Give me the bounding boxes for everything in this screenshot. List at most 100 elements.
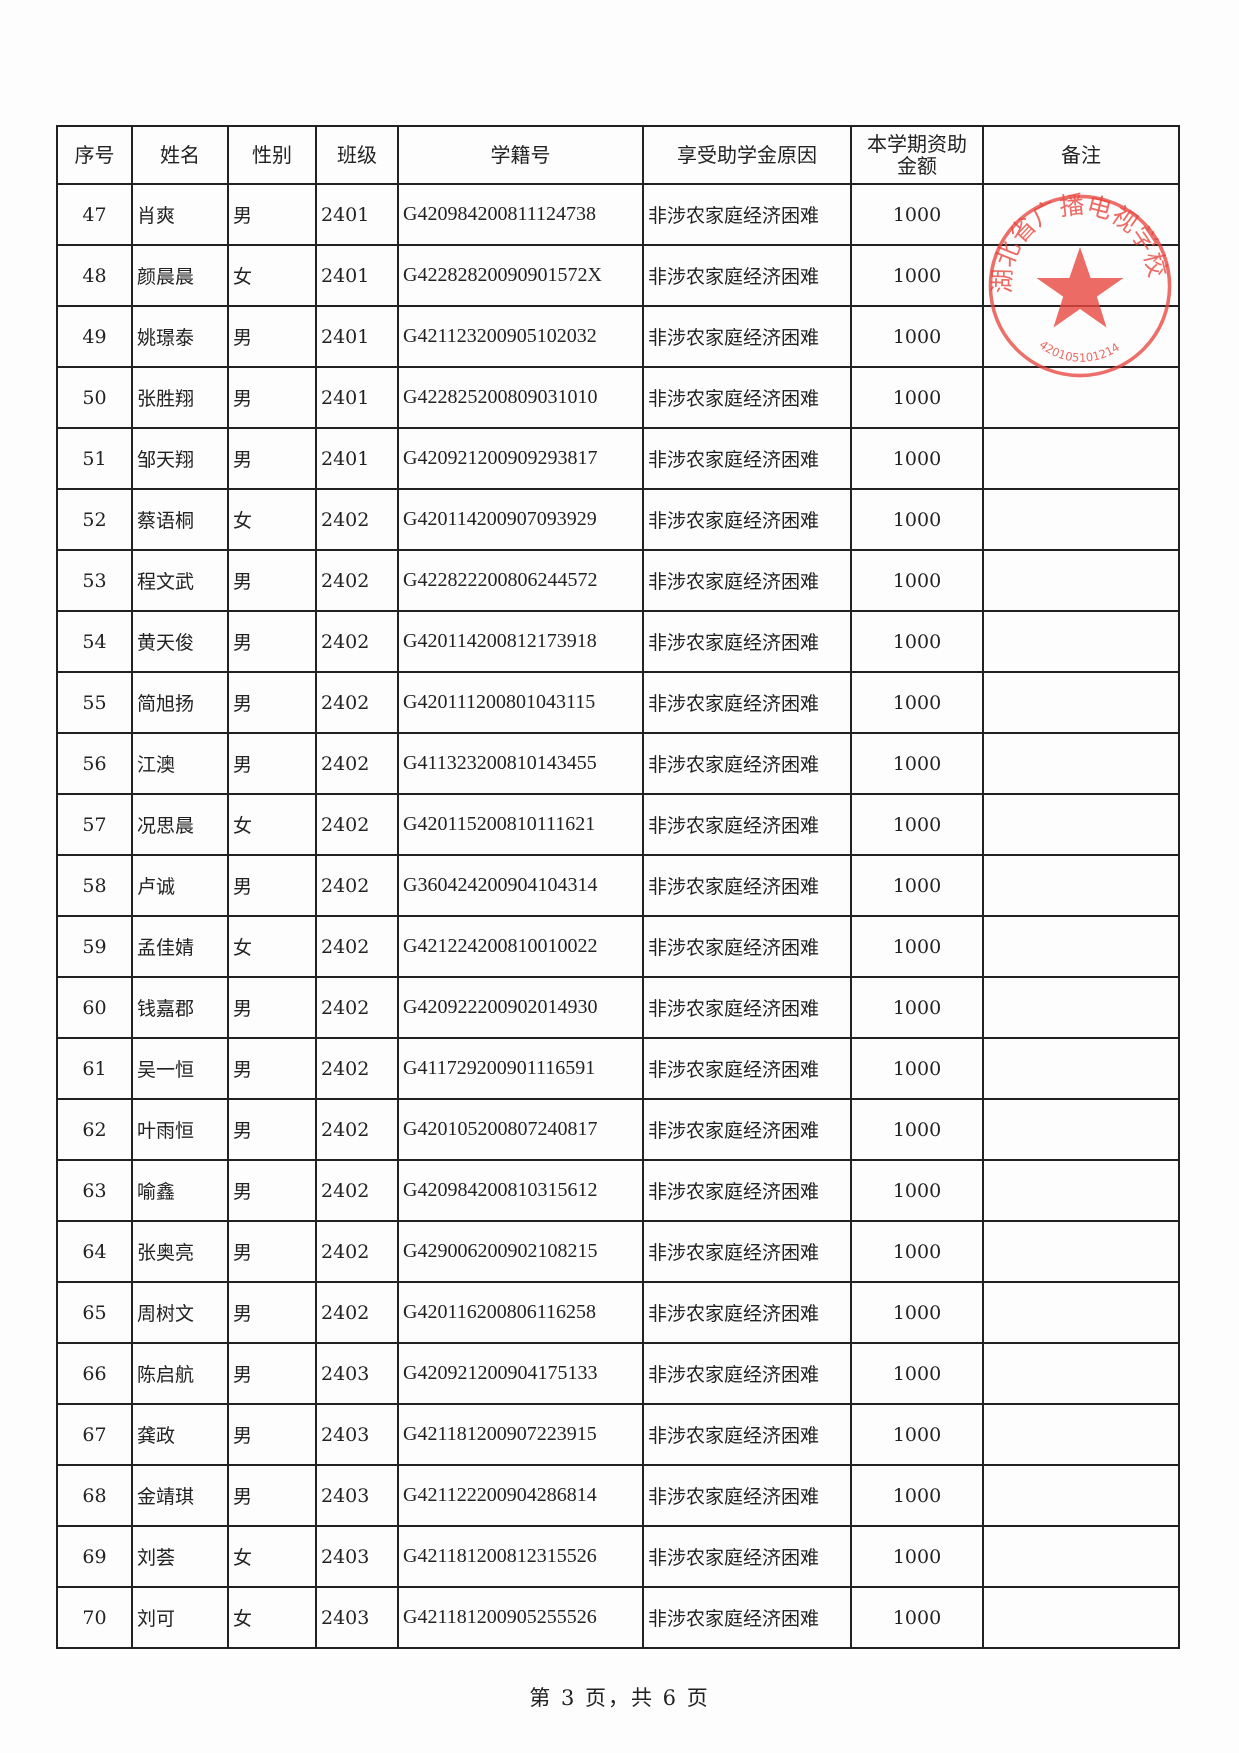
cell-remarks (982, 1098, 1180, 1161)
cell-reason: 非涉农家庭经济困难 (642, 671, 852, 734)
cell-name: 蔡语桐 (131, 488, 229, 551)
cell-reason: 非涉农家庭经济困难 (642, 1037, 852, 1100)
header-amount: 本学期资助金额 (850, 125, 984, 185)
table-row: 60 钱嘉郡男 2402 G420922200902014930 非涉农家庭经济困难 10… (56, 976, 1180, 1039)
cell-name: 刘荟 (131, 1525, 229, 1588)
cell-remarks (982, 1342, 1180, 1405)
cell-amount: 1000 (850, 793, 984, 856)
cell-class: 2402 (315, 1037, 399, 1100)
cell-reason: 非涉农家庭经济困难 (642, 305, 852, 368)
cell-gender: 男 (227, 1098, 317, 1161)
cell-name: 张胜翔 (131, 366, 229, 429)
cell-amount: 1000 (850, 976, 984, 1039)
table-header-row: 序号 姓名 性别 班级 学籍号 享受助学金原因 本学期资助金额 备注 (56, 125, 1180, 185)
cell-name: 吴一恒 (131, 1037, 229, 1100)
cell-index: 59 (56, 915, 133, 978)
cell-index: 68 (56, 1464, 133, 1527)
cell-amount: 1000 (850, 1586, 984, 1649)
cell-amount: 1000 (850, 671, 984, 734)
cell-student-id: G42282820090901572X (397, 244, 644, 307)
cell-student-id: G420116200806116258 (397, 1281, 644, 1344)
cell-remarks (982, 915, 1180, 978)
cell-reason: 非涉农家庭经济困难 (642, 1525, 852, 1588)
cell-index: 52 (56, 488, 133, 551)
cell-amount: 1000 (850, 1464, 984, 1527)
cell-name: 程文武 (131, 549, 229, 612)
cell-gender: 女 (227, 1525, 317, 1588)
table-row: 65 周树文男 2402 G420116200806116258 非涉农家庭经济困难 10… (56, 1281, 1180, 1344)
cell-index: 56 (56, 732, 133, 795)
cell-class: 2401 (315, 305, 399, 368)
cell-student-id: G420984200810315612 (397, 1159, 644, 1222)
cell-name: 张奥亮 (131, 1220, 229, 1283)
cell-reason: 非涉农家庭经济困难 (642, 549, 852, 612)
table-row: 70 刘可女 2403 G421181200905255526 非涉农家庭经济困难 100… (56, 1586, 1180, 1649)
table-row: 67 龚政男 2403 G421181200907223915 非涉农家庭经济困难 100… (56, 1403, 1180, 1466)
cell-remarks (982, 183, 1180, 246)
cell-remarks (982, 1159, 1180, 1222)
cell-amount: 1000 (850, 183, 984, 246)
cell-student-id: G420114200907093929 (397, 488, 644, 551)
cell-remarks (982, 549, 1180, 612)
cell-reason: 非涉农家庭经济困难 (642, 1586, 852, 1649)
cell-student-id: G420984200811124738 (397, 183, 644, 246)
page-number: 第 3 页，共 6 页 (529, 1686, 710, 1710)
cell-remarks (982, 610, 1180, 673)
cell-name: 黄天俊 (131, 610, 229, 673)
cell-name: 周树文 (131, 1281, 229, 1344)
cell-student-id: G422825200809031010 (397, 366, 644, 429)
table-row: 68 金靖琪男 2403 G421122200904286814 非涉农家庭经济困难 10… (56, 1464, 1180, 1527)
cell-remarks (982, 244, 1180, 307)
cell-student-id: G421181200907223915 (397, 1403, 644, 1466)
cell-gender: 男 (227, 1220, 317, 1283)
table-row: 64 张奥亮男 2402 G429006200902108215 非涉农家庭经济困难 10… (56, 1220, 1180, 1283)
cell-index: 51 (56, 427, 133, 490)
cell-remarks (982, 1464, 1180, 1527)
cell-reason: 非涉农家庭经济困难 (642, 732, 852, 795)
cell-student-id: G421181200905255526 (397, 1586, 644, 1649)
cell-name: 孟佳婧 (131, 915, 229, 978)
cell-gender: 女 (227, 793, 317, 856)
cell-student-id: G422822200806244572 (397, 549, 644, 612)
table-row: 59 孟佳婧女 2402 G421224200810010022 非涉农家庭经济困难 10… (56, 915, 1180, 978)
cell-remarks (982, 976, 1180, 1039)
cell-amount: 1000 (850, 1525, 984, 1588)
table-row: 53 程文武男 2402 G422822200806244572 非涉农家庭经济困难 10… (56, 549, 1180, 612)
cell-class: 2402 (315, 610, 399, 673)
cell-class: 2401 (315, 244, 399, 307)
subsidy-table: 序号 姓名 性别 班级 学籍号 享受助学金原因 本学期资助金额 备注 47 肖爽男… (56, 125, 1180, 1649)
cell-name: 龚政 (131, 1403, 229, 1466)
cell-reason: 非涉农家庭经济困难 (642, 1159, 852, 1222)
cell-amount: 1000 (850, 1159, 984, 1222)
cell-gender: 男 (227, 1464, 317, 1527)
cell-gender: 女 (227, 1586, 317, 1649)
cell-gender: 男 (227, 549, 317, 612)
cell-gender: 男 (227, 1342, 317, 1405)
cell-gender: 男 (227, 427, 317, 490)
cell-gender: 男 (227, 1281, 317, 1344)
cell-reason: 非涉农家庭经济困难 (642, 366, 852, 429)
cell-name: 叶雨恒 (131, 1098, 229, 1161)
cell-gender: 男 (227, 183, 317, 246)
cell-remarks (982, 671, 1180, 734)
cell-class: 2402 (315, 793, 399, 856)
cell-name: 卢诚 (131, 854, 229, 917)
cell-gender: 男 (227, 1037, 317, 1100)
cell-student-id: G420921200909293817 (397, 427, 644, 490)
cell-index: 47 (56, 183, 133, 246)
cell-amount: 1000 (850, 1098, 984, 1161)
cell-student-id: G420111200801043115 (397, 671, 644, 734)
cell-index: 70 (56, 1586, 133, 1649)
table-row: 55 简旭扬男 2402 G420111200801043115 非涉农家庭经济困难 10… (56, 671, 1180, 734)
table-row: 61 吴一恒男 2402 G411729200901116591 非涉农家庭经济困难 10… (56, 1037, 1180, 1100)
cell-amount: 1000 (850, 915, 984, 978)
cell-class: 2403 (315, 1403, 399, 1466)
cell-class: 2402 (315, 1281, 399, 1344)
cell-amount: 1000 (850, 366, 984, 429)
table-row: 49 姚璟泰男 2401 G421123200905102032 非涉农家庭经济困难 10… (56, 305, 1180, 368)
cell-class: 2402 (315, 1220, 399, 1283)
cell-amount: 1000 (850, 1220, 984, 1283)
cell-gender: 男 (227, 1403, 317, 1466)
cell-name: 陈启航 (131, 1342, 229, 1405)
cell-index: 67 (56, 1403, 133, 1466)
